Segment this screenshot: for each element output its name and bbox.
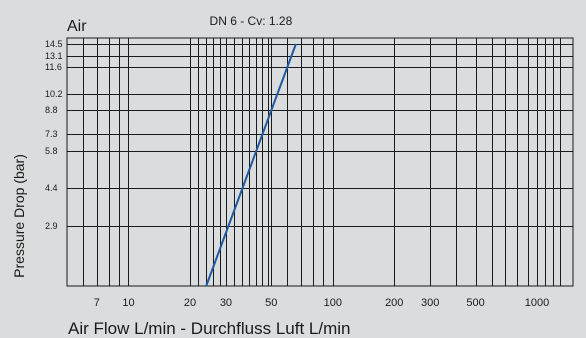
- y-tick-label: 10.2: [45, 89, 63, 99]
- y-tick-label: 2.9: [45, 221, 58, 231]
- x-tick-label: 100: [324, 297, 342, 309]
- y-tick-label: 5.8: [45, 146, 58, 156]
- x-tick-label: 300: [421, 297, 439, 309]
- grid-layer: [67, 38, 573, 286]
- y-tick-label: 4.4: [45, 183, 58, 193]
- x-tick-label: 7: [94, 297, 100, 309]
- x-tick-label: 20: [184, 297, 196, 309]
- series-layer: DN 6 - Cv: 1.28: [205, 14, 297, 287]
- y-tick-labels: 2.9 4.4 5.8 7.3 8.8 10.2 11.613.1 14.5: [45, 39, 63, 231]
- y-tick-label: 11.6: [45, 62, 62, 72]
- y-axis-label: Pressure Drop (bar): [11, 154, 27, 278]
- series-label: DN 6 - Cv: 1.28: [210, 14, 293, 28]
- y-tick-label: 7.3: [45, 129, 58, 139]
- x-tick-labels: 7 10 20 30 50 100 200 300 500 1000: [94, 297, 549, 309]
- chart-title: Air: [67, 18, 87, 35]
- x-tick-label: 30: [220, 297, 232, 309]
- x-tick-label: 1000: [525, 297, 549, 309]
- y-tick-label: 14.5: [45, 39, 63, 49]
- y-tick-label: 8.8: [45, 105, 58, 115]
- x-tick-label: 50: [265, 297, 277, 309]
- plot-frame: [66, 37, 574, 287]
- x-tick-label: 500: [466, 297, 484, 309]
- y-tick-label: 13.1: [45, 51, 63, 61]
- x-axis-label: Air Flow L/min - Durchfluss Luft L/min: [68, 319, 350, 338]
- series-line: [205, 43, 297, 287]
- x-tick-label: 10: [122, 297, 134, 309]
- x-tick-label: 200: [385, 297, 403, 309]
